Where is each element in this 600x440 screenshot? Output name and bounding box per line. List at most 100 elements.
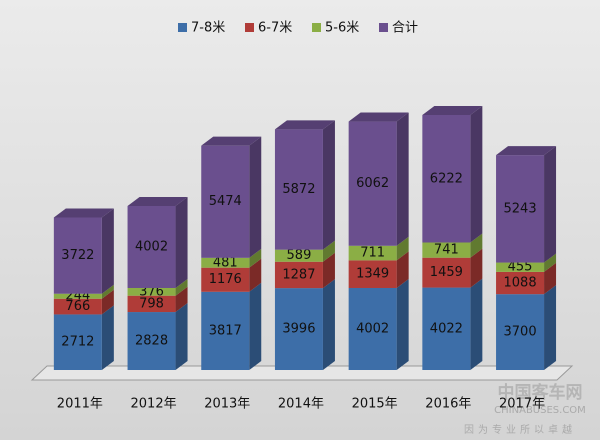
bar <box>274 261 323 289</box>
data-label: 798 <box>139 296 164 311</box>
bar <box>201 267 250 292</box>
bar-top <box>348 112 409 122</box>
bar-side <box>396 278 409 370</box>
bar <box>127 205 176 288</box>
data-label: 1287 <box>282 267 315 282</box>
data-label: 4022 <box>430 321 463 336</box>
bar <box>53 298 102 315</box>
data-label: 1088 <box>504 276 537 291</box>
watermark-name: 中国客车网 <box>498 382 583 403</box>
bar <box>53 293 102 299</box>
bar-side <box>101 208 114 294</box>
bar-side <box>544 285 557 370</box>
legend-label: 7-8米 <box>191 21 225 36</box>
bar <box>127 287 176 296</box>
data-label: 589 <box>287 248 312 263</box>
bar <box>127 312 176 370</box>
bar <box>201 257 250 268</box>
bar <box>422 115 471 243</box>
legend-label: 5-6米 <box>325 21 359 36</box>
data-label: 5872 <box>282 182 315 197</box>
data-label: 5243 <box>504 201 537 216</box>
bar-top <box>201 136 262 146</box>
watermark-slogan: 因为专业所以卓越 <box>464 423 576 436</box>
legend-swatch <box>379 23 388 32</box>
data-label: 3996 <box>282 322 315 337</box>
bar <box>496 294 545 370</box>
data-label: 1176 <box>209 272 242 287</box>
data-label: 766 <box>65 299 90 314</box>
bar-side <box>470 248 483 288</box>
data-label: 3700 <box>504 325 537 340</box>
bar-side <box>396 251 409 288</box>
data-label: 5474 <box>209 194 242 209</box>
bar <box>274 129 323 250</box>
bar-side <box>249 282 262 370</box>
bar-side <box>544 262 557 295</box>
x-tick-label: 2013年 <box>204 397 250 412</box>
bar <box>53 314 102 370</box>
data-label: 2712 <box>61 335 94 350</box>
data-label: 3722 <box>61 248 94 263</box>
legend-label: 6-7米 <box>258 21 292 36</box>
bar <box>422 242 471 258</box>
bar-top <box>422 106 483 115</box>
bar-side <box>544 253 557 272</box>
bar <box>201 291 250 370</box>
x-tick-label: 2012年 <box>131 397 177 412</box>
data-label: 1459 <box>430 265 463 280</box>
bar <box>496 271 545 295</box>
bar-side <box>175 278 188 296</box>
bar-side <box>175 196 188 288</box>
bar <box>348 245 397 261</box>
data-label: 455 <box>508 260 533 275</box>
bar-side <box>322 240 335 262</box>
bar-side <box>249 258 262 292</box>
legend-swatch <box>178 23 187 32</box>
data-label: 4002 <box>356 321 389 336</box>
bar-side <box>322 252 335 289</box>
data-label: 2828 <box>135 334 168 349</box>
legend-swatch <box>245 23 254 32</box>
bar <box>274 288 323 370</box>
data-label: 6062 <box>356 176 389 191</box>
bar-top <box>53 208 114 218</box>
x-tick-label: 2017年 <box>499 397 545 412</box>
bar-top <box>127 196 188 206</box>
bar-top <box>274 120 335 130</box>
bar-side <box>544 146 557 263</box>
bar <box>496 155 545 263</box>
bar <box>496 262 545 272</box>
legend-swatch <box>312 23 321 32</box>
bar-side <box>101 289 114 315</box>
bar <box>422 287 471 370</box>
bar <box>201 145 250 258</box>
watermark-url: CHINABUSES.COM <box>494 405 586 416</box>
data-label: 6222 <box>430 171 463 186</box>
x-tick-label: 2014年 <box>278 397 324 412</box>
bar-side <box>470 233 483 258</box>
bar <box>348 121 397 246</box>
bar-side <box>101 284 114 299</box>
bar-side <box>249 248 262 268</box>
data-label: 741 <box>434 243 459 258</box>
data-label: 3817 <box>209 323 242 338</box>
legend-label: 合计 <box>392 21 418 36</box>
bar-side <box>396 236 409 261</box>
bar <box>422 257 471 288</box>
bar-side <box>175 303 188 370</box>
bar-side <box>101 305 114 370</box>
bar-side <box>322 120 335 250</box>
data-label: 711 <box>360 246 385 261</box>
bar-side <box>322 279 335 370</box>
data-label: 1349 <box>356 267 389 282</box>
bar-side <box>470 106 483 243</box>
bar <box>274 249 323 262</box>
data-label: 4002 <box>135 239 168 254</box>
bar-side <box>249 136 262 258</box>
bar <box>348 287 397 370</box>
bar-side <box>470 278 483 370</box>
bar-side <box>175 286 188 313</box>
x-tick-label: 2011年 <box>57 397 103 412</box>
